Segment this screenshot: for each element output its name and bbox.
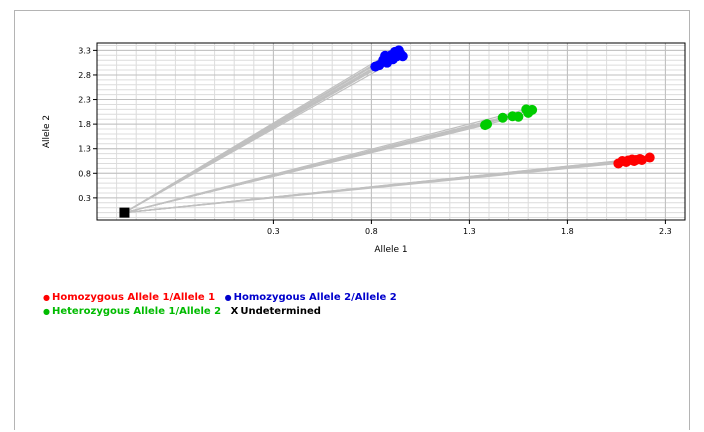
legend-label: Heterozygous Allele 1/Allele 2 [51, 306, 222, 317]
trace-line [124, 156, 650, 214]
trace-line [124, 55, 404, 214]
y-axis-label: Allele 2 [42, 115, 52, 148]
y-tick-label: 2.8 [78, 71, 91, 80]
data-point [527, 104, 538, 115]
legend-label: Homozygous Allele 1/Allele 1 [51, 292, 216, 303]
x-tick-label: 0.8 [365, 227, 378, 236]
chart-legend: ● Homozygous Allele 1/Allele 1 ● Homozygou… [43, 291, 403, 319]
trace-line [124, 49, 400, 214]
undetermined-point [119, 207, 130, 218]
y-tick-label: 2.3 [78, 96, 91, 105]
data-point [636, 155, 647, 166]
data-point [513, 111, 524, 122]
x-tick-label: 0.3 [267, 227, 280, 236]
data-point [497, 112, 508, 123]
legend-item-homozygous-2: ● Homozygous Allele 2/Allele 2 [225, 291, 397, 305]
legend-row-1: ● Homozygous Allele 1/Allele 1 ● Homozygou… [43, 291, 403, 305]
legend-label: Undetermined [240, 306, 321, 317]
x-tick-label: 1.8 [561, 227, 574, 236]
trace-line [124, 109, 533, 214]
data-point [482, 119, 493, 130]
x-axis-label: Allele 1 [374, 245, 407, 255]
legend-dot-icon: ● [224, 293, 232, 302]
legend-row-2: ● Heterozygous Allele 1/Allele 2 X Undeter… [43, 305, 403, 319]
legend-label: Homozygous Allele 2/Allele 2 [233, 292, 397, 303]
legend-item-homozygous-1: ● Homozygous Allele 1/Allele 1 [43, 291, 215, 305]
y-tick-label: 1.3 [78, 145, 91, 154]
y-tick-label: 3.3 [78, 46, 91, 55]
legend-item-undetermined: X Undetermined [231, 305, 321, 319]
data-point [397, 51, 408, 62]
x-tick-label: 1.3 [463, 227, 476, 236]
y-tick-label: 0.3 [78, 194, 91, 203]
chart-panel: 0.3 0.8 1.3 1.8 2.3 0.3 0.8 1.3 1.8 2.3 2.8 3.3 Alle… [14, 10, 690, 430]
legend-dot-icon: ● [43, 307, 50, 316]
x-tick-label: 2.3 [659, 227, 672, 236]
y-tick-label: 1.8 [78, 120, 91, 129]
scatter-plot: 0.3 0.8 1.3 1.8 2.3 0.3 0.8 1.3 1.8 2.3 2.8 3.3 Alle… [42, 42, 686, 255]
y-tick-label: 0.8 [78, 169, 91, 178]
plot-frame [96, 42, 686, 221]
legend-dot-icon: ● [43, 293, 50, 302]
legend-x-icon: X [230, 306, 239, 317]
legend-item-heterozygous: ● Heterozygous Allele 1/Allele 2 [43, 305, 221, 319]
data-point [644, 152, 655, 163]
